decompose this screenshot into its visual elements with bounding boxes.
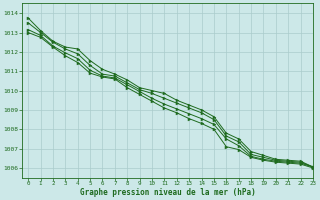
- X-axis label: Graphe pression niveau de la mer (hPa): Graphe pression niveau de la mer (hPa): [80, 188, 255, 197]
